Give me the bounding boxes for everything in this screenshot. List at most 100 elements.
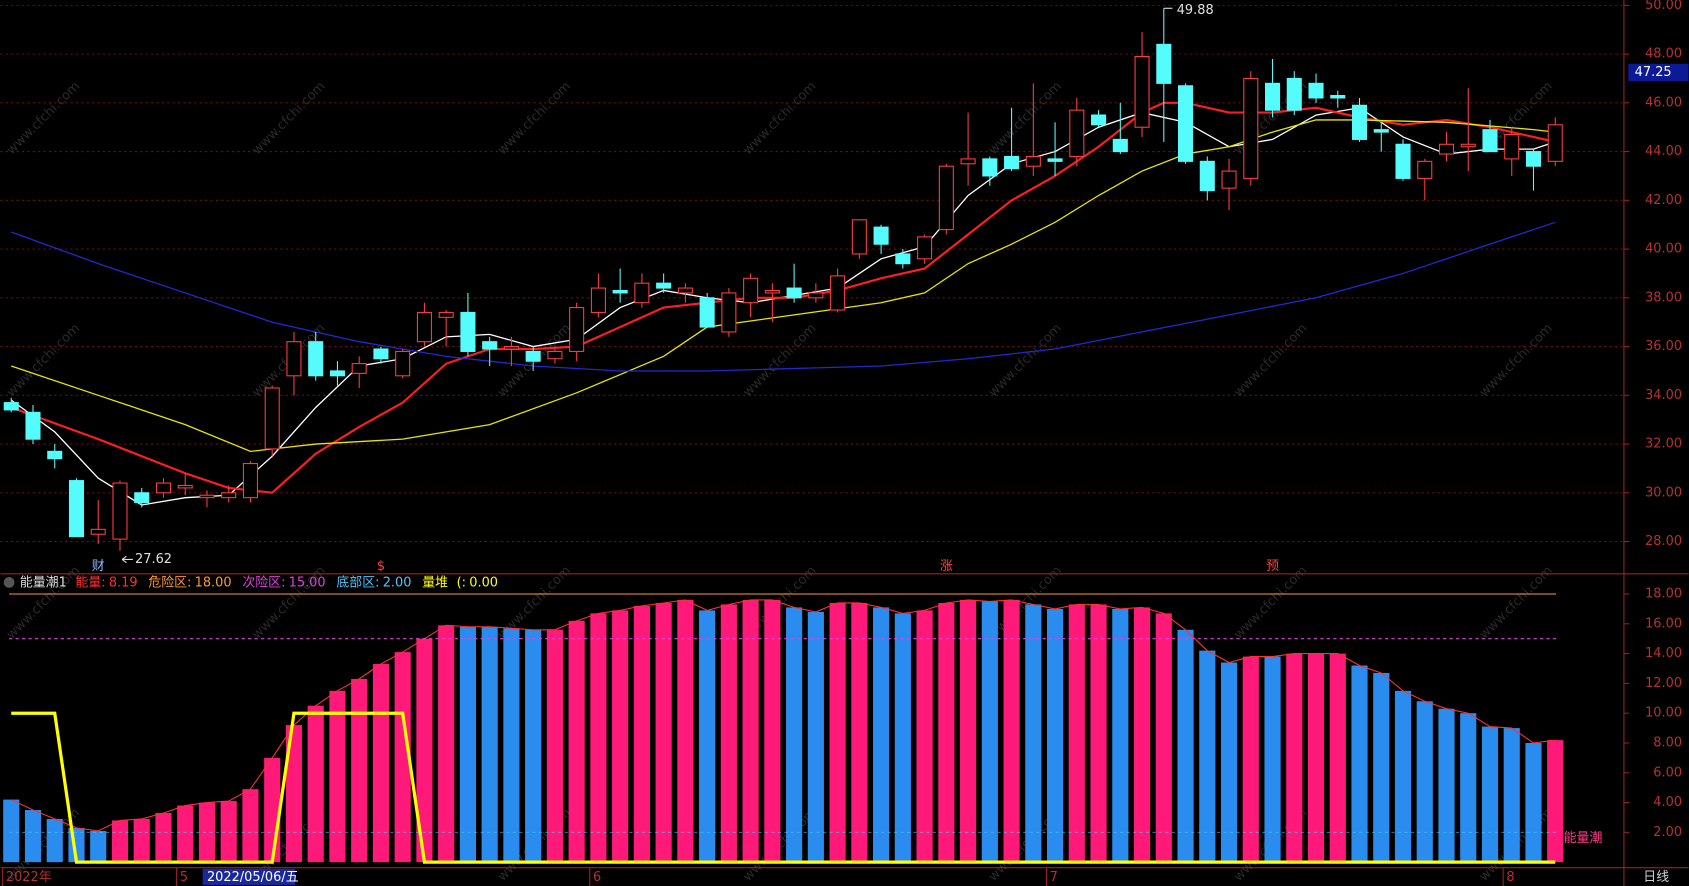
energy-bar (503, 628, 520, 863)
energy-bar (1351, 665, 1368, 863)
energy-bar (242, 789, 259, 863)
energy-bar (873, 607, 890, 863)
energy-bar (307, 705, 324, 863)
y-tick-label: 32.00 (1645, 437, 1682, 452)
y-tick-label: 16.00 (1645, 616, 1682, 631)
high-label: 49.88 (1177, 3, 1214, 18)
y-tick-label: 12.00 (1645, 676, 1682, 691)
candle-body (25, 411, 41, 440)
header-item: 2.00 (383, 575, 412, 590)
moving-average (10, 101, 1556, 494)
candle-body (1047, 158, 1063, 162)
energy-bar (1329, 653, 1346, 863)
candle-body (47, 450, 63, 460)
candle-body (373, 348, 389, 360)
energy-bar (829, 602, 846, 863)
energy-bar (1307, 653, 1325, 863)
energy-bar (1373, 672, 1390, 863)
energy-bar (938, 602, 955, 863)
candle-body (1243, 77, 1259, 179)
candle-body (1025, 155, 1041, 167)
header-item: 次险区: (242, 575, 285, 590)
y-tick-label: 14.00 (1645, 646, 1682, 661)
energy-bar (1025, 604, 1042, 863)
candle-body (721, 292, 737, 333)
energy-bar (264, 757, 281, 863)
energy-bar (351, 678, 368, 863)
energy-bar (1264, 656, 1281, 863)
energy-bar (198, 802, 216, 863)
energy-bar (1547, 740, 1564, 863)
energy-bar (1460, 713, 1477, 863)
x-tick-label: 8 (1506, 870, 1514, 885)
candle-body (590, 287, 606, 313)
y-tick-label: 10.00 (1645, 706, 1682, 721)
energy-bar (1525, 742, 1542, 863)
energy-bar (1394, 690, 1412, 863)
candle-body (438, 311, 454, 318)
energy-bar (1220, 662, 1238, 863)
candle-body (351, 363, 367, 374)
energy-bar (1177, 629, 1194, 863)
candle-body (1091, 114, 1107, 126)
candle-body (1395, 143, 1411, 179)
candle-body (395, 350, 411, 377)
candle-body (1265, 82, 1281, 111)
energy-bar (1046, 608, 1064, 863)
candle-body (264, 387, 280, 450)
candle-body (1156, 43, 1172, 84)
candle-body (416, 311, 432, 343)
candle-body (547, 350, 563, 360)
energy-line (11, 599, 1556, 832)
candle-body (460, 311, 476, 352)
candle-body (699, 297, 715, 328)
y-tick-label: 4.00 (1653, 795, 1682, 810)
energy-bar (807, 611, 824, 863)
energy-bar (894, 613, 911, 863)
candle-body (1069, 109, 1085, 158)
energy-bar (851, 602, 868, 863)
energy-bar (633, 605, 650, 863)
candle-body (242, 463, 258, 499)
event-marker: 涨 (940, 559, 953, 574)
candle-body (199, 494, 215, 499)
candle-body (155, 482, 172, 494)
energy-bar (459, 626, 476, 863)
candle-body (177, 484, 193, 489)
pile-line (11, 711, 1556, 864)
candle-body (1178, 85, 1194, 162)
candle-body (1112, 138, 1128, 153)
x-tick-label: 6 (593, 870, 601, 885)
energy-bar (1199, 650, 1216, 863)
energy-bar (1090, 604, 1107, 863)
energy-bar (981, 601, 998, 863)
candle-body (1373, 129, 1389, 133)
candle-body (1221, 170, 1237, 189)
energy-bar (1481, 726, 1499, 863)
candle-body (743, 277, 759, 304)
candle-body (1482, 129, 1498, 153)
energy-bar (1503, 728, 1520, 863)
candle-body (329, 370, 345, 377)
energy-bar (1133, 607, 1151, 863)
energy-bar (285, 725, 303, 863)
energy-bar (1438, 708, 1455, 863)
energy-bar (720, 604, 737, 863)
y-tick-label: 34.00 (1645, 388, 1682, 403)
candle-body (286, 341, 302, 377)
energy-bar (1242, 656, 1259, 863)
candle-body (503, 346, 519, 350)
candle-body (3, 402, 19, 411)
energy-bar (699, 610, 716, 863)
candle-body (764, 289, 780, 294)
candle-body (612, 289, 628, 294)
energy-bar (24, 810, 42, 863)
energy-bar (90, 830, 107, 863)
candle-body (1199, 160, 1215, 192)
candle-body (830, 275, 846, 311)
candle-body (68, 480, 85, 538)
candle-body (134, 492, 150, 504)
y-tick-label: 40.00 (1645, 242, 1682, 257)
energy-bar (612, 610, 629, 863)
